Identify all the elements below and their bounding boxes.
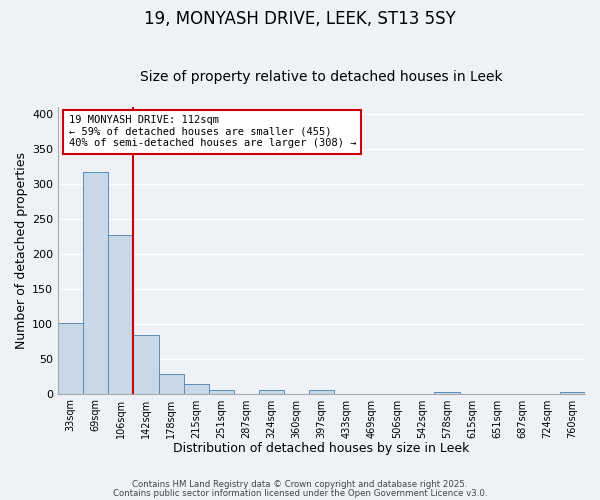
Bar [560, 392, 585, 394]
Bar [309, 390, 334, 394]
X-axis label: Distribution of detached houses by size in Leek: Distribution of detached houses by size … [173, 442, 470, 455]
Bar [158, 374, 184, 394]
Text: Contains HM Land Registry data © Crown copyright and database right 2025.: Contains HM Land Registry data © Crown c… [132, 480, 468, 489]
Bar [133, 336, 158, 394]
Bar [83, 172, 109, 394]
Title: Size of property relative to detached houses in Leek: Size of property relative to detached ho… [140, 70, 503, 85]
Text: 19 MONYASH DRIVE: 112sqm
← 59% of detached houses are smaller (455)
40% of semi-: 19 MONYASH DRIVE: 112sqm ← 59% of detach… [68, 115, 356, 148]
Y-axis label: Number of detached properties: Number of detached properties [15, 152, 28, 348]
Bar [184, 384, 209, 394]
Bar [109, 236, 133, 394]
Bar [209, 390, 234, 394]
Bar [58, 323, 83, 394]
Text: 19, MONYASH DRIVE, LEEK, ST13 5SY: 19, MONYASH DRIVE, LEEK, ST13 5SY [144, 10, 456, 28]
Bar [434, 392, 460, 394]
Text: Contains public sector information licensed under the Open Government Licence v3: Contains public sector information licen… [113, 488, 487, 498]
Bar [259, 390, 284, 394]
